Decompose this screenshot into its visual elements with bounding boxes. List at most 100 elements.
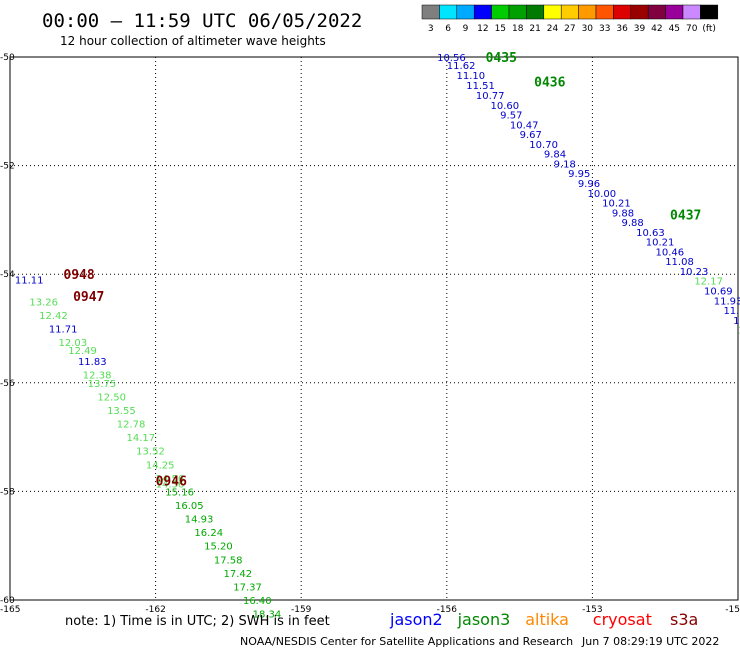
- y-tick-label: -54: [0, 270, 15, 280]
- swh-value: 17.37: [233, 582, 262, 593]
- pass-time-label: 0436: [534, 75, 565, 90]
- colorbar-label: 42: [651, 24, 662, 34]
- colorbar-swatch: [647, 4, 666, 20]
- swh-value: 10.60: [490, 101, 519, 112]
- grid-lines: [10, 57, 738, 600]
- colorbar-label: 36: [616, 24, 628, 34]
- footer-note: note: 1) Time is in UTC; 2) SWH is in fe…: [65, 614, 330, 629]
- colorbar-label: 15: [495, 24, 506, 34]
- swh-value: 13.52: [136, 447, 165, 458]
- colorbar-swatch: [473, 4, 492, 20]
- pass-time-label: 0946: [156, 475, 187, 490]
- swh-value: 9.84: [544, 150, 566, 161]
- swh-value: 11.71: [49, 325, 78, 336]
- swh-value: 12.42: [39, 311, 68, 322]
- swh-value: 18.34: [253, 610, 282, 621]
- swh-value: 12.50: [97, 392, 126, 403]
- colorbar-label: 3: [428, 24, 434, 34]
- swh-value: 14.93: [185, 515, 214, 526]
- swh-value: 10.63: [636, 228, 665, 239]
- mission-name: jason3: [457, 610, 511, 629]
- mission-name: altika: [525, 610, 569, 629]
- swh-value: 11.83: [78, 357, 107, 368]
- pass-time-label: 0435: [486, 51, 517, 66]
- swh-values: 10.5611.6211.1011.5110.7710.609.5710.479…: [15, 53, 740, 621]
- swh-value: 11.10: [457, 71, 486, 82]
- colorbar-swatch: [560, 4, 579, 20]
- colorbar-label: 9: [463, 24, 469, 34]
- colorbar-swatch: [700, 4, 719, 20]
- swh-value: 9.18: [554, 159, 576, 170]
- swh-value: 10.70: [529, 140, 558, 151]
- x-tick-label: -15: [725, 605, 740, 615]
- swh-value: 12.38: [83, 371, 112, 382]
- y-tick-label: -60: [0, 596, 15, 606]
- plot-area: -165 -162 -159 -156 -153 -15 -50 -52 -54 -56 -58 -6…: [0, 51, 740, 621]
- pass-time-label: 0948: [63, 268, 94, 283]
- colorbar-label: 27: [564, 24, 575, 34]
- colorbar-swatch: [456, 4, 475, 20]
- swh-value: 13.26: [29, 297, 58, 308]
- swh-value: 13.75: [88, 379, 117, 390]
- swh-value: 11.83: [723, 306, 740, 317]
- pass-labels: 0435 0436 0437 0948 0947 0946: [63, 51, 701, 490]
- swh-value: 13.55: [107, 406, 136, 417]
- swh-value: 10.69: [704, 286, 733, 297]
- swh-value: 10.23: [680, 267, 709, 278]
- colorbar: 3 6 9 12 15 18 21 24 27 30 33 36 39 42 45 70 (ft): [421, 4, 719, 34]
- pass-time-label: 0947: [73, 290, 104, 305]
- swh-value: 10.21: [646, 238, 675, 249]
- colorbar-label: 33: [599, 24, 610, 34]
- swh-value: 10.46: [655, 247, 684, 258]
- x-tick-label: -159: [291, 605, 312, 615]
- swh-value: 11.93: [714, 296, 740, 307]
- x-tick-label: -156: [437, 605, 458, 615]
- swh-value: 9.95: [568, 169, 590, 180]
- swh-value: 14.17: [126, 433, 155, 444]
- swh-value: 12.17: [694, 277, 723, 288]
- swh-value: 11.11: [15, 276, 44, 287]
- colorbar-label: 30: [582, 24, 594, 34]
- colorbar-label: 24: [547, 24, 559, 34]
- colorbar-label: 70: [686, 24, 698, 34]
- swh-value: 14.36: [156, 479, 185, 490]
- colorbar-swatch: [578, 4, 597, 20]
- colorbar-swatch: [543, 4, 562, 20]
- footer-credit: NOAA/NESDIS Center for Satellite Applica…: [240, 635, 573, 648]
- swh-value: 9.88: [612, 208, 634, 219]
- y-tick-label: -50: [0, 53, 15, 63]
- colorbar-label: (ft): [702, 24, 716, 34]
- swh-value: 17.42: [224, 569, 253, 580]
- colorbar-swatch: [421, 4, 440, 20]
- mission-name: cryosat: [593, 610, 652, 629]
- footer-timestamp: Jun 7 08:29:19 UTC 2022: [581, 635, 719, 648]
- y-tick-label: -56: [0, 379, 15, 389]
- swh-value: 11.08: [665, 257, 694, 268]
- swh-value: 14.56: [156, 474, 185, 485]
- swh-value: 9.57: [500, 111, 522, 122]
- x-tick-label: -165: [0, 605, 20, 615]
- mission-name: jason2: [389, 610, 443, 629]
- colorbar-swatch: [595, 4, 614, 20]
- swh-value: 10.56: [437, 53, 466, 64]
- swh-value: 12.49: [68, 346, 97, 357]
- mission-name: s3a: [670, 610, 698, 629]
- swh-value: 11.62: [447, 61, 476, 72]
- swh-value: 16.24: [194, 528, 223, 539]
- axis-tick-labels: -165 -162 -159 -156 -153 -15 -50 -52 -54 -56 -58 -6…: [0, 53, 740, 615]
- swh-value: 11.51: [466, 81, 495, 92]
- swh-value: 9.67: [520, 130, 542, 141]
- colorbar-swatch: [491, 4, 510, 20]
- swh-value: 11.4: [733, 316, 740, 327]
- swh-value: 10.77: [476, 91, 505, 102]
- colorbar-swatch: [613, 4, 632, 20]
- swh-value: 12: [738, 326, 740, 337]
- x-tick-label: -162: [145, 605, 165, 615]
- swh-value: 10.21: [602, 199, 631, 210]
- y-tick-label: -52: [0, 162, 15, 172]
- colorbar-label: 39: [634, 24, 646, 34]
- swh-value: 17.58: [214, 555, 243, 566]
- swh-value: 12.03: [59, 338, 88, 349]
- mission-legend: jason2 jason3 altika cryosat s3a: [389, 610, 698, 629]
